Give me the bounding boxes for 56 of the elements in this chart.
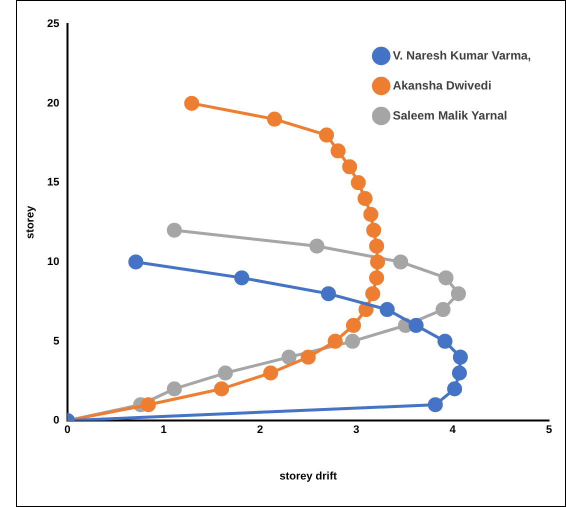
point (166, 381, 182, 396)
point (128, 254, 144, 270)
legend-label: V. Naresh Kumar Varma, (392, 48, 532, 62)
point (408, 318, 424, 333)
point (300, 350, 316, 365)
point (369, 270, 384, 286)
point (370, 254, 386, 270)
x-tick-label: 2 (257, 424, 264, 436)
x-tick-label: 3 (353, 424, 360, 436)
y-tick-label: 20 (47, 97, 60, 110)
point (393, 254, 408, 270)
point (369, 238, 384, 254)
point (452, 350, 468, 365)
point (450, 286, 466, 302)
point (380, 302, 395, 318)
point (346, 318, 361, 333)
point (438, 270, 454, 286)
point (234, 270, 250, 286)
point (342, 159, 358, 174)
point (428, 397, 443, 412)
point (365, 286, 380, 302)
point (436, 302, 451, 318)
point (214, 381, 230, 396)
point (350, 175, 366, 190)
y-tick-label: 0 (53, 414, 60, 427)
point (330, 143, 346, 158)
point (366, 222, 382, 238)
x-tick-label: 1 (160, 424, 167, 436)
point (319, 128, 334, 143)
x-tick-label: 5 (546, 424, 552, 436)
y-tick-label: 15 (47, 176, 60, 189)
point (358, 191, 373, 206)
y-axis-title: storey (24, 204, 37, 239)
point (437, 334, 452, 349)
point (345, 334, 360, 349)
point (184, 96, 200, 111)
point (363, 206, 378, 222)
legend-label: Saleem Malik Yarnal (392, 108, 508, 122)
point (447, 381, 462, 396)
point (166, 222, 182, 238)
point (140, 397, 156, 412)
point (309, 238, 324, 254)
point (320, 286, 336, 302)
x-tick-label: 0 (64, 424, 70, 436)
point (281, 350, 296, 365)
point (263, 366, 278, 381)
point (452, 366, 467, 381)
x-axis-title: storey drift (279, 470, 338, 482)
point (218, 366, 233, 381)
point (328, 334, 343, 349)
legend-label: Akansha Dwivedi (392, 78, 492, 92)
point (267, 112, 282, 127)
y-tick-label: 25 (47, 18, 60, 30)
y-tick-label: 5 (53, 335, 60, 348)
y-tick-label: 10 (47, 256, 60, 268)
x-tick-label: 4 (450, 424, 457, 436)
